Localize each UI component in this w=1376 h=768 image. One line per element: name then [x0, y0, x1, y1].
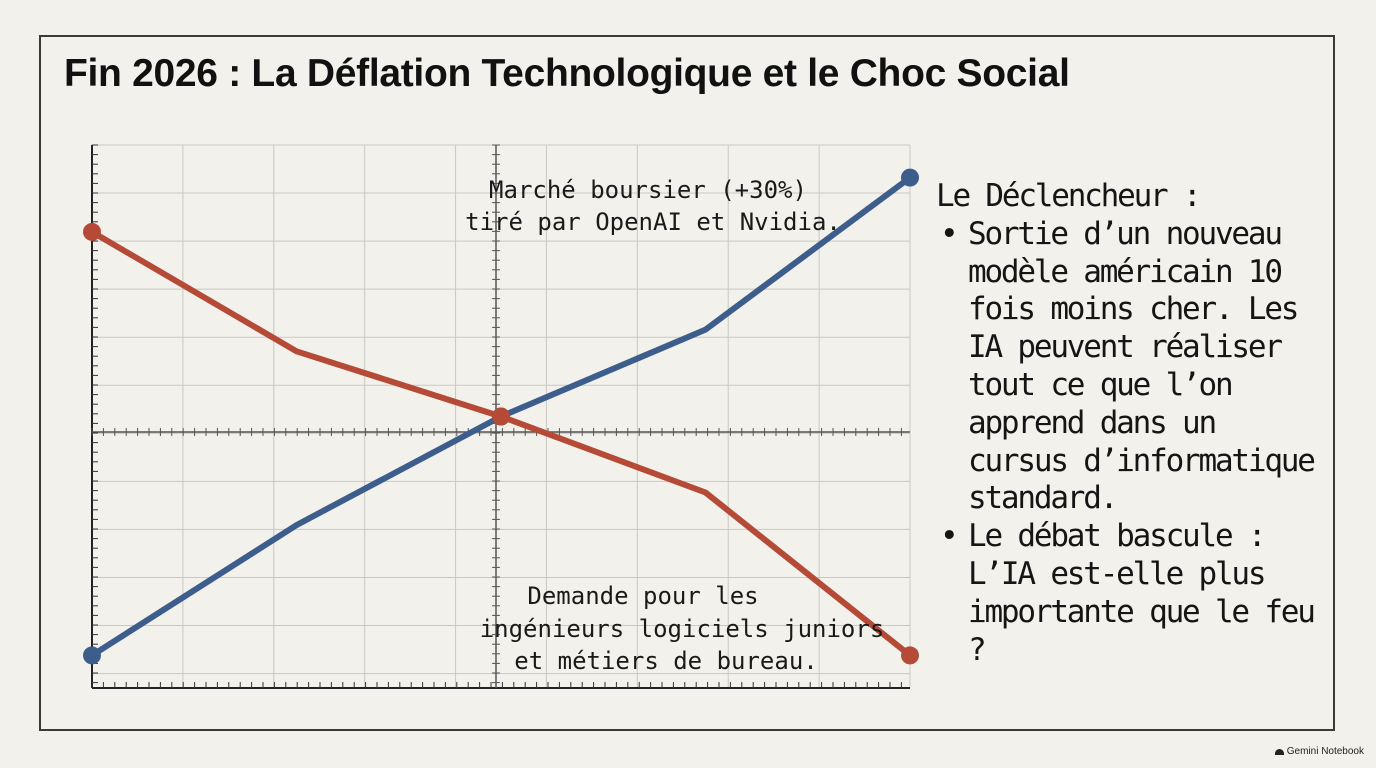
annotation-demand-line-3: et métiers de bureau.	[514, 647, 817, 675]
annotation-demand-line-2: ingénieurs logiciels juniors	[480, 615, 885, 643]
series-2-point	[901, 646, 919, 665]
branding-label: Gemini Notebook	[1286, 746, 1364, 757]
series-1-point	[83, 646, 101, 665]
series-2-point	[492, 407, 510, 426]
annotation-market-line-1: Marché boursier (+30%)	[489, 176, 807, 204]
side-panel: Le Déclencheur : Sortie d’un nouveau mod…	[936, 178, 1316, 669]
annotation-demand-line-1: Demande pour les	[527, 582, 758, 610]
annotation-market-line-2: tiré par OpenAI et Nvidia.	[465, 208, 841, 236]
side-panel-bullet: Le débat bascule : L’IA est-elle plus im…	[936, 518, 1316, 669]
side-panel-bullet: Sortie d’un nouveau modèle américain 10 …	[936, 216, 1316, 518]
series-1-point	[901, 168, 919, 187]
chart-points	[83, 168, 919, 665]
page-title: Fin 2026 : La Déflation Technologique et…	[64, 52, 1070, 95]
branding: Gemini Notebook	[1274, 746, 1364, 757]
notebook-logo-icon	[1274, 748, 1284, 755]
side-panel-heading: Le Déclencheur :	[936, 178, 1202, 214]
series-2-point	[83, 222, 101, 241]
side-panel-list: Sortie d’un nouveau modèle américain 10 …	[936, 216, 1316, 670]
series-line-2	[89, 228, 913, 659]
slide-frame	[39, 35, 1335, 731]
